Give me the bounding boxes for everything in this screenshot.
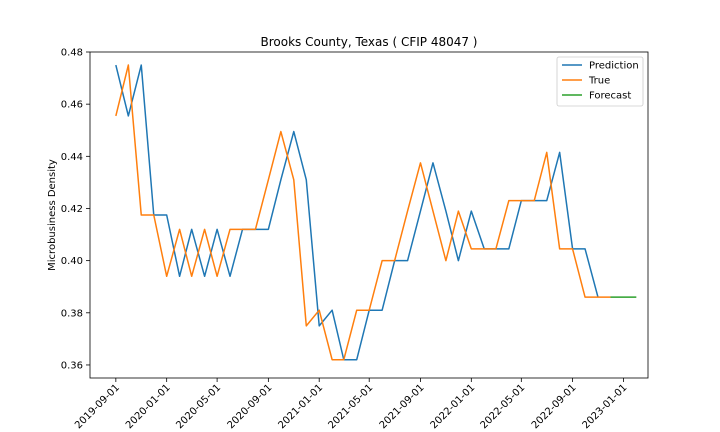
y-axis-label: Microbusiness Density: [47, 159, 58, 271]
legend-label-true: True: [588, 76, 610, 87]
y-tick-label: 0.40: [61, 256, 83, 267]
y-tick-label: 0.36: [61, 360, 83, 371]
y-axis: 0.36 0.38 0.40 0.42 0.44 0.46 0.48: [61, 48, 90, 371]
legend-label-forecast: Forecast: [589, 91, 631, 102]
chart-title: Brooks County, Texas ( CFIP 48047 ): [261, 35, 478, 49]
series-line-prediction: [115, 64, 599, 361]
series-layer: [115, 64, 637, 361]
y-tick-label: 0.46: [61, 100, 83, 111]
legend-label-prediction: Prediction: [589, 61, 639, 72]
y-tick-label: 0.48: [61, 48, 83, 59]
y-tick-label: 0.38: [61, 308, 83, 319]
y-tick-label: 0.44: [61, 152, 83, 163]
legend: Prediction True Forecast: [556, 56, 644, 107]
y-tick-label: 0.42: [61, 204, 83, 215]
legend-box: [556, 56, 644, 107]
series-line-true: [115, 64, 611, 361]
